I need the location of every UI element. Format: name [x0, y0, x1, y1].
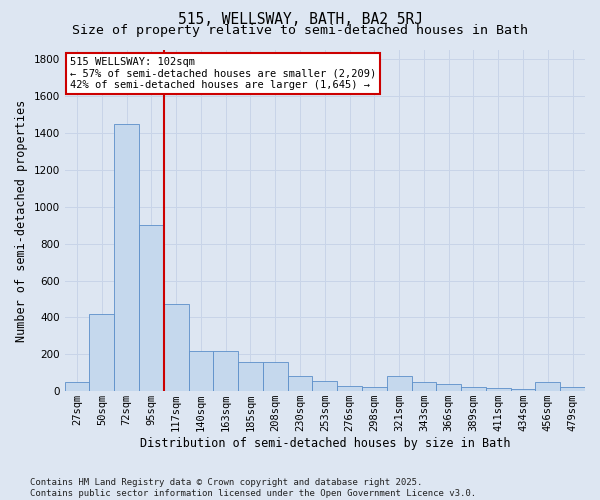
Text: 515, WELLSWAY, BATH, BA2 5RJ: 515, WELLSWAY, BATH, BA2 5RJ: [178, 12, 422, 28]
Bar: [313, 381, 337, 391]
Bar: [486, 388, 511, 391]
Bar: [139, 225, 164, 391]
Bar: [560, 388, 585, 391]
Y-axis label: Number of semi-detached properties: Number of semi-detached properties: [15, 100, 28, 342]
Bar: [214, 350, 238, 391]
Bar: [238, 362, 263, 391]
Bar: [188, 350, 214, 391]
Bar: [436, 384, 461, 391]
Bar: [362, 388, 387, 391]
X-axis label: Distribution of semi-detached houses by size in Bath: Distribution of semi-detached houses by …: [140, 437, 510, 450]
Text: Size of property relative to semi-detached houses in Bath: Size of property relative to semi-detach…: [72, 24, 528, 37]
Bar: [387, 376, 412, 391]
Bar: [89, 314, 114, 391]
Bar: [412, 382, 436, 391]
Bar: [337, 386, 362, 391]
Bar: [114, 124, 139, 391]
Bar: [535, 382, 560, 391]
Bar: [65, 382, 89, 391]
Bar: [511, 390, 535, 391]
Bar: [461, 386, 486, 391]
Text: 515 WELLSWAY: 102sqm
← 57% of semi-detached houses are smaller (2,209)
42% of se: 515 WELLSWAY: 102sqm ← 57% of semi-detac…: [70, 57, 376, 90]
Bar: [263, 362, 287, 391]
Bar: [287, 376, 313, 391]
Text: Contains HM Land Registry data © Crown copyright and database right 2025.
Contai: Contains HM Land Registry data © Crown c…: [30, 478, 476, 498]
Bar: [164, 304, 188, 391]
